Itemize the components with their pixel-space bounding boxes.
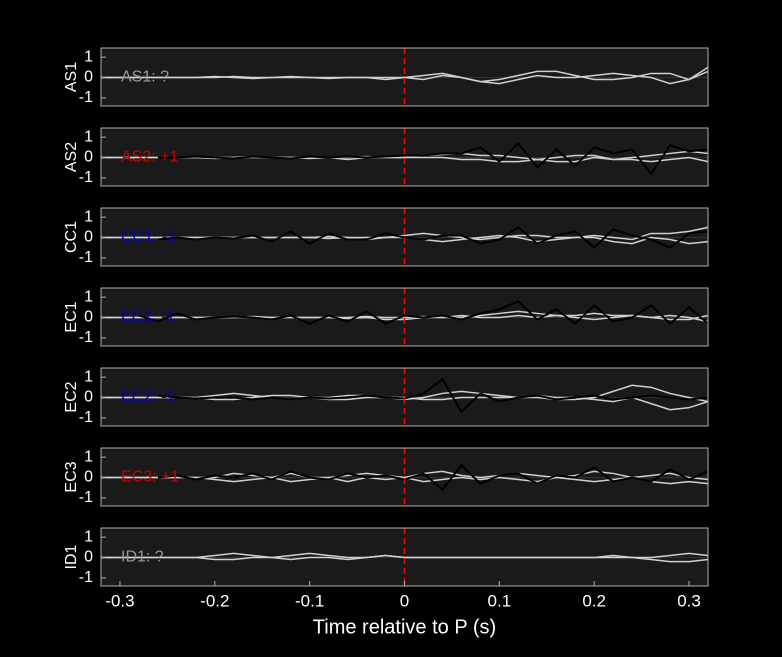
y-axis-label: EC3 (63, 461, 80, 492)
y-axis-label: EC1 (63, 301, 80, 332)
y-tick-label: -1 (79, 329, 93, 346)
trace (157, 463, 709, 492)
y-tick-label: 0 (84, 309, 93, 326)
trace (138, 300, 709, 325)
x-axis-label: Time relative to P (s) (313, 616, 496, 638)
x-tick-label: 0.3 (677, 591, 701, 610)
axes-frame (100, 207, 709, 267)
y-axis-label: CC1 (63, 221, 80, 253)
y-tick-label: 0 (84, 69, 93, 86)
trace (157, 141, 709, 176)
x-tick-label: 0 (400, 591, 409, 610)
y-tick-label: 1 (84, 128, 93, 145)
trace (101, 554, 709, 563)
trace (101, 314, 709, 321)
y-axis-label: AS2 (63, 142, 80, 172)
axes-frame (100, 367, 709, 427)
y-tick-label: -1 (79, 569, 93, 586)
y-tick-label: 1 (84, 288, 93, 305)
trace (157, 226, 709, 250)
axes-frame (100, 127, 709, 187)
y-tick-label: 1 (84, 48, 93, 65)
y-tick-label: 1 (84, 448, 93, 465)
x-tick-label: -0.3 (105, 591, 134, 610)
annotation: AS2: +1 (121, 149, 178, 166)
y-tick-label: -1 (79, 249, 93, 266)
x-tick-label: -0.1 (295, 591, 324, 610)
annotation: ID1: ? (121, 549, 164, 566)
annotation: EC1: -1 (121, 309, 175, 326)
axes-frame (100, 447, 709, 507)
x-tick-label: 0.2 (582, 591, 606, 610)
annotation: EC3: +1 (121, 469, 179, 486)
trace (101, 66, 709, 85)
x-tick-label: 0.1 (488, 591, 512, 610)
y-tick-label: -1 (79, 409, 93, 426)
y-tick-label: 1 (84, 368, 93, 385)
annotation: CC1: -1 (121, 229, 176, 246)
y-tick-label: 0 (84, 149, 93, 166)
y-axis-label: EC2 (63, 381, 80, 412)
trace (157, 377, 709, 414)
y-tick-label: -1 (79, 89, 93, 106)
y-tick-label: -1 (79, 169, 93, 186)
y-tick-label: 0 (84, 229, 93, 246)
y-tick-label: 0 (84, 549, 93, 566)
x-tick-label: -0.2 (200, 591, 229, 610)
axes-frame (100, 287, 709, 347)
annotation: AS1: ? (121, 69, 169, 86)
y-tick-label: 0 (84, 469, 93, 486)
trace (101, 156, 709, 163)
annotation: EC2: -1 (121, 389, 175, 406)
y-tick-label: 1 (84, 208, 93, 225)
y-axis-label: ID1 (63, 544, 80, 569)
y-axis-label: AS1 (63, 62, 80, 92)
y-tick-label: 0 (84, 389, 93, 406)
y-tick-label: 1 (84, 528, 93, 545)
axes-frame (100, 47, 709, 107)
y-tick-label: -1 (79, 489, 93, 506)
